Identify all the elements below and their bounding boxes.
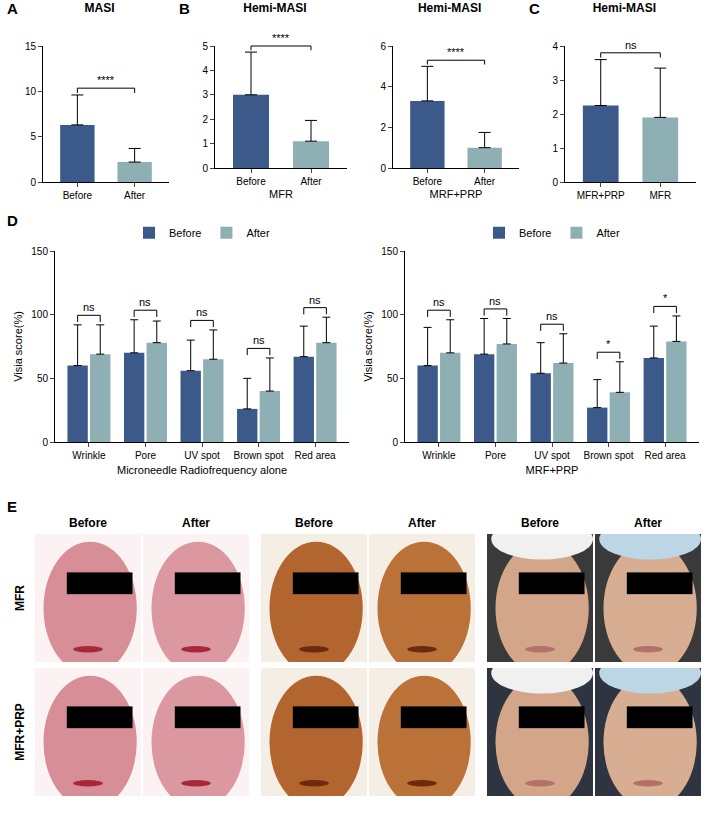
svg-text:100: 100 [31, 309, 48, 320]
svg-text:2: 2 [380, 122, 386, 133]
svg-text:*: * [663, 292, 668, 304]
svg-text:MFR: MFR [269, 188, 293, 200]
svg-text:0: 0 [392, 437, 398, 448]
svg-text:ns: ns [253, 334, 265, 346]
html-text:Before: Before [69, 516, 107, 530]
svg-text:150: 150 [381, 246, 398, 257]
html-text:After: After [634, 516, 662, 530]
svg-text:Pore: Pore [135, 450, 157, 461]
svg-text:Before: Before [169, 227, 201, 239]
svg-text:3: 3 [552, 75, 558, 86]
svg-text:0: 0 [42, 437, 48, 448]
svg-text:*: * [606, 338, 611, 350]
svg-text:Wrinkle: Wrinkle [72, 450, 106, 461]
html-text:A: A [7, 0, 18, 17]
svg-text:4: 4 [380, 81, 386, 92]
svg-text:After: After [300, 176, 322, 187]
html-text:MFR+PRP: MFR+PRP [13, 703, 27, 761]
svg-text:Before: Before [519, 227, 551, 239]
svg-text:150: 150 [31, 246, 48, 257]
svg-text:UV spot: UV spot [534, 450, 570, 461]
html-text:After: After [182, 516, 210, 530]
svg-text:MRF+PRP: MRF+PRP [430, 188, 483, 200]
svg-text:0: 0 [202, 163, 208, 174]
html-text:MFR: MFR [13, 585, 27, 611]
svg-text:0: 0 [552, 177, 558, 188]
html-text:Before: Before [521, 516, 559, 530]
svg-text:3: 3 [202, 89, 208, 100]
svg-text:Brown spot: Brown spot [234, 450, 284, 461]
svg-text:MFR: MFR [649, 190, 671, 201]
svg-text:2: 2 [552, 109, 558, 120]
svg-text:ns: ns [546, 310, 558, 322]
svg-text:10: 10 [25, 86, 37, 97]
svg-text:ns: ns [83, 301, 95, 313]
svg-text:ns: ns [489, 295, 501, 307]
svg-text:2: 2 [202, 114, 208, 125]
svg-text:Hemi-MASI: Hemi-MASI [593, 1, 656, 15]
svg-text:Pore: Pore [485, 450, 507, 461]
html-text:E: E [7, 498, 17, 515]
svg-text:Hemi-MASI: Hemi-MASI [243, 1, 306, 15]
svg-text:Before: Before [63, 190, 93, 201]
svg-text:After: After [246, 227, 270, 239]
svg-text:UV spot: UV spot [184, 450, 220, 461]
svg-text:5: 5 [202, 41, 208, 52]
svg-text:Before: Before [413, 176, 443, 187]
svg-text:1: 1 [552, 143, 558, 154]
svg-text:ns: ns [139, 296, 151, 308]
svg-text:50: 50 [37, 373, 49, 384]
html-text:After: After [408, 516, 436, 530]
svg-text:Brown spot: Brown spot [584, 450, 634, 461]
svg-text:Hemi-MASI: Hemi-MASI [418, 1, 481, 15]
svg-text:ns: ns [433, 296, 445, 308]
svg-text:Before: Before [236, 176, 266, 187]
svg-text:****: **** [272, 32, 290, 44]
svg-text:0: 0 [380, 163, 386, 174]
svg-text:After: After [596, 227, 620, 239]
svg-text:After: After [124, 190, 146, 201]
svg-text:100: 100 [381, 309, 398, 320]
svg-text:ns: ns [625, 39, 637, 51]
svg-text:4: 4 [552, 41, 558, 52]
svg-text:ns: ns [196, 306, 208, 318]
svg-text:MRF+PRP: MRF+PRP [526, 464, 579, 476]
html-text:B: B [179, 0, 190, 17]
svg-text:0: 0 [30, 177, 36, 188]
svg-text:Wrinkle: Wrinkle [422, 450, 456, 461]
svg-text:****: **** [97, 74, 115, 86]
html-text:D: D [7, 212, 18, 229]
svg-text:1: 1 [202, 138, 208, 149]
html-text:C: C [529, 0, 540, 17]
svg-text:After: After [474, 176, 496, 187]
svg-text:****: **** [447, 46, 465, 58]
svg-text:Visia score(%): Visia score(%) [12, 311, 24, 382]
svg-text:Visia score(%): Visia score(%) [362, 311, 374, 382]
svg-text:Microneedle Radiofrequency alo: Microneedle Radiofrequency alone [117, 464, 287, 476]
svg-text:50: 50 [387, 373, 399, 384]
svg-text:6: 6 [380, 41, 386, 52]
svg-text:15: 15 [25, 41, 37, 52]
svg-text:5: 5 [30, 131, 36, 142]
svg-text:MASI: MASI [85, 1, 115, 15]
svg-text:MFR+PRP: MFR+PRP [577, 190, 625, 201]
html-text:Before: Before [295, 516, 333, 530]
svg-text:Red area: Red area [645, 450, 687, 461]
svg-text:Red area: Red area [295, 450, 337, 461]
svg-text:4: 4 [202, 65, 208, 76]
svg-text:ns: ns [309, 294, 321, 306]
